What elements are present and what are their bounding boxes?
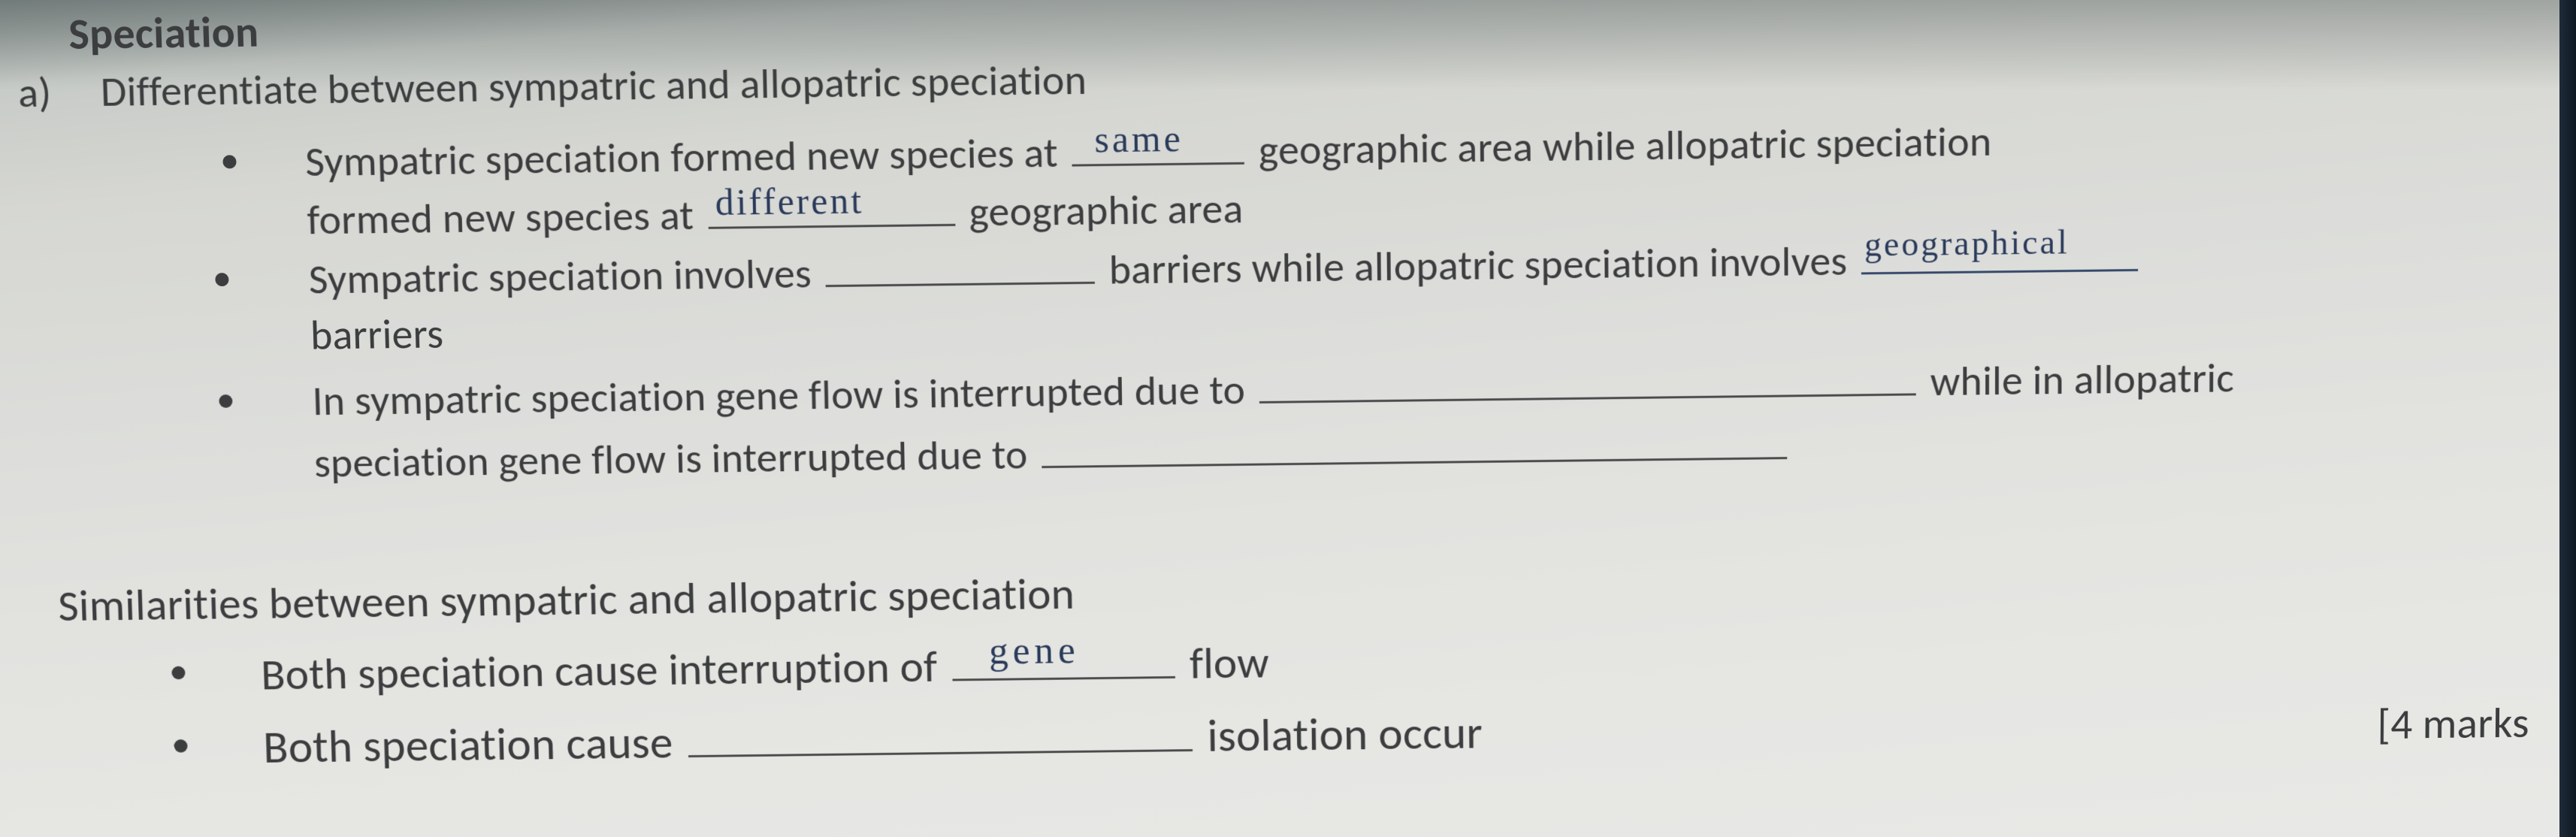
bullet3-blank2	[1042, 415, 1788, 468]
question-text: Differentiate between sympatric and allo…	[100, 55, 1087, 118]
bullet2-hand1b: geographical	[1864, 222, 2070, 264]
simbullet2: Both speciation cause isolation occur	[262, 700, 1483, 775]
bullet-icon	[219, 394, 232, 408]
bullet1-post2: geographic area	[969, 184, 1244, 238]
bullet2-blank1b: geographical	[1861, 228, 2139, 275]
bullet1-blank1: same	[1072, 120, 1244, 166]
bullet2-pre2: barriers	[310, 309, 444, 361]
bullet1-pre2: formed new species at	[307, 191, 694, 246]
sim2-pre: Both speciation cause	[262, 715, 673, 775]
sim2-blank	[687, 704, 1192, 757]
bullet3-pre1: In sympatric speciation gene flow is int…	[312, 365, 1246, 427]
worksheet-page: Speciation a) Differentiate between symp…	[0, 0, 2576, 837]
page-content: Speciation a) Differentiate between symp…	[1, 0, 2576, 16]
bullet3-post1: while in allopatric	[1930, 353, 2235, 407]
question-label: a)	[17, 68, 52, 119]
bullet1-hand1: same	[1094, 116, 1184, 161]
bullet1-post1: geographic area while allopatric speciat…	[1258, 116, 1991, 176]
sim1-hand: gene	[988, 629, 1080, 673]
bullet1-pre1: Sympatric speciation formed new species …	[304, 128, 1058, 188]
section-heading: Speciation	[68, 5, 259, 61]
bullet2-post1: barriers while allopatric speciation inv…	[1108, 236, 1847, 295]
bullet2-blank1	[825, 240, 1095, 287]
bullet3-line2: speciation gene flow is interrupted due …	[313, 415, 1792, 489]
sim1-pre: Both speciation cause interruption of	[260, 640, 938, 702]
sim1-blank: gene	[951, 632, 1175, 681]
bullet3-blank1	[1259, 352, 1916, 403]
bullet2-pre1: Sympatric speciation involves	[308, 249, 812, 305]
bullet-icon	[174, 739, 187, 753]
bullet3-pre2: speciation gene flow is interrupted due …	[313, 430, 1028, 488]
bullet3-line1: In sympatric speciation gene flow is int…	[311, 348, 2234, 427]
bullet1-hand2: different	[715, 179, 864, 224]
bullet-icon	[171, 666, 185, 680]
similarities-heading: Similarities between sympatric and allop…	[57, 567, 1075, 633]
bullet1-line2: formed new species at different geograph…	[306, 179, 1243, 246]
marks-label: [4 marks	[2377, 696, 2529, 751]
bullet1-blank2: different	[707, 182, 955, 228]
sim1-post: flow	[1189, 636, 1269, 690]
page-right-edge	[2559, 0, 2576, 837]
bullet2-line2: barriers	[310, 309, 444, 361]
bullet1-line1: Sympatric speciation formed new species …	[304, 111, 1991, 188]
simbullet1: Both speciation cause interruption of ge…	[260, 631, 1269, 702]
sim2-post: isolation occur	[1207, 705, 1483, 763]
bullet-icon	[215, 273, 228, 286]
bullet-icon	[222, 155, 236, 168]
